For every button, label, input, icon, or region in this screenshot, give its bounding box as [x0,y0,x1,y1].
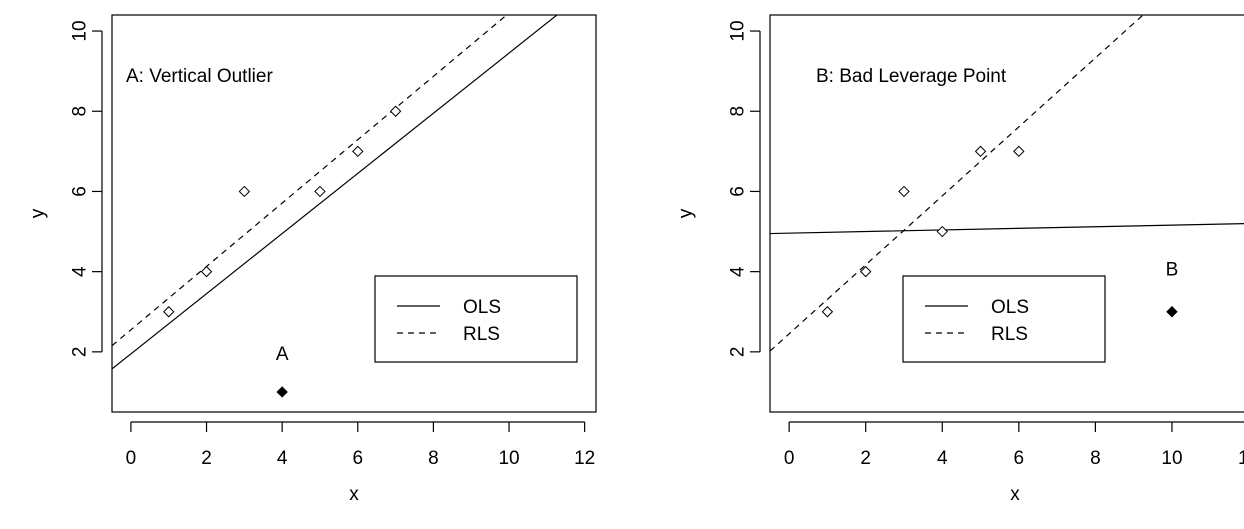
x-tick-label: 4 [277,448,288,469]
plot-frame [111,14,597,413]
x-tick-label: 8 [428,448,439,469]
panel-title: B: Bad Leverage Point [816,66,1007,87]
y-tick-label: 4 [70,266,91,277]
outlier-label: A [276,344,289,365]
legend: OLS RLS [374,275,578,363]
x-tick-label: 12 [1238,448,1244,469]
x-tick-label: 2 [201,448,212,469]
legend-label-ols: OLS [991,297,1029,318]
data-point [974,145,987,158]
y-tick-label: 6 [70,186,91,197]
data-point [859,265,872,278]
y-axis-title: y [28,208,49,218]
regression-lines [770,15,1244,352]
y-tick-label: 8 [728,106,749,117]
data-point [352,145,364,158]
regression-line-ols [770,223,1244,235]
x-tick-label: 10 [1161,448,1182,469]
data-point [821,306,834,318]
y-tick-label: 2 [728,347,749,358]
legend-label-rls: RLS [463,324,500,345]
outlier-point [1166,306,1178,318]
data-point [314,185,326,198]
data-point [898,185,910,198]
x-tick-label: 0 [126,448,137,469]
data-point [200,265,213,278]
y-tick-label: 2 [70,347,91,358]
data-point [389,105,402,117]
y-tick-label: 6 [728,186,749,197]
y-tick-label: 10 [70,20,91,41]
x-axis-title: x [349,484,359,505]
legend-box [374,275,578,363]
data-point [1013,145,1025,158]
x-tick-label: 6 [352,448,363,469]
data-point [163,306,175,318]
x-tick-label: 6 [1014,448,1025,469]
x-tick-label: 2 [860,448,871,469]
y-axis-title: y [676,208,697,218]
x-tick-label: 12 [574,448,595,469]
outlier-label: B [1166,260,1179,281]
x-tick-label: 4 [937,448,948,469]
plot-frame [769,14,1244,413]
data-point [936,225,948,238]
legend: OLS RLS [902,275,1106,363]
outlier-point [276,386,288,398]
regression-lines [112,15,558,370]
data-point [238,185,251,198]
legend-label-ols: OLS [463,297,501,318]
x-tick-label: 8 [1090,448,1101,469]
x-tick-label: 0 [784,448,795,469]
x-tick-label: 10 [498,448,519,469]
legend-label-rls: RLS [991,324,1028,345]
x-axis-title: x [1010,484,1020,505]
regression-line-ols [112,15,558,370]
y-tick-label: 10 [728,20,749,41]
panel-title: A: Vertical Outlier [126,66,273,87]
y-tick-label: 4 [728,266,749,277]
chart-panel-a: 0 2 4 6 8 10 12 2 4 6 8 10 x y A: Vertical Outlier A OLS… [28,14,597,505]
legend-box [902,275,1106,363]
y-tick-label: 8 [70,106,91,117]
chart-panel-b: 0 2 4 6 8 10 12 2 4 6 8 10 x y B: Bad Leverage Point B O… [676,14,1244,505]
